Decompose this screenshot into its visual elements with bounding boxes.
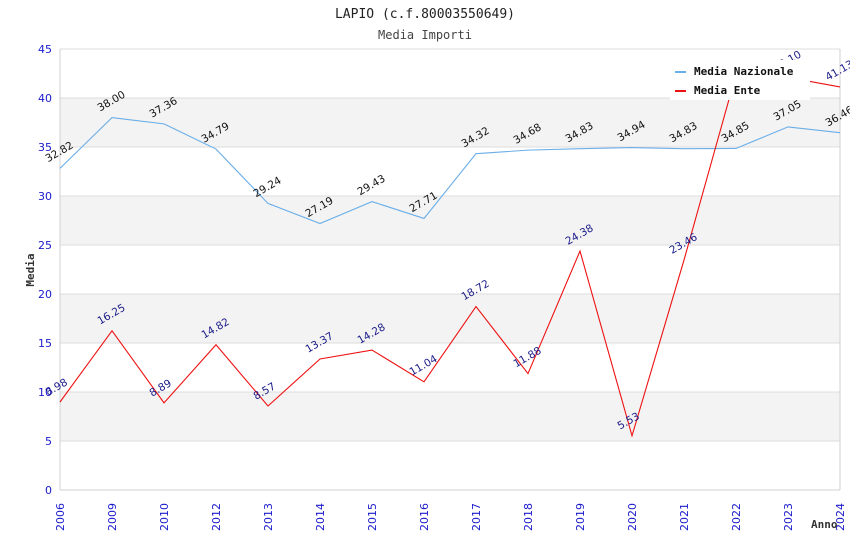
x-tick-label: 2022 <box>730 503 743 531</box>
legend-swatch-nazionale <box>675 71 686 73</box>
x-tick-label: 2015 <box>366 503 379 531</box>
series-line-media-ente <box>59 73 841 438</box>
grid-band <box>60 98 840 147</box>
y-tick-label: 10 <box>38 386 52 399</box>
legend-swatch-ente <box>675 90 686 92</box>
x-tick-label: 2009 <box>106 503 119 531</box>
x-tick-label: 2020 <box>626 503 639 531</box>
x-tick-label: 2014 <box>314 503 327 531</box>
chart-title: LAPIO (c.f.80003550649) <box>335 7 515 22</box>
y-tick-label: 5 <box>45 435 52 448</box>
grid-band <box>60 294 840 343</box>
y-axis-label: Media <box>24 253 37 286</box>
gridlines <box>60 48 840 442</box>
grid-band <box>60 196 840 245</box>
y-tick-label: 30 <box>38 190 52 203</box>
data-label: 11.88 <box>512 345 544 370</box>
data-label: 11.04 <box>408 353 440 379</box>
y-tick-label: 40 <box>38 92 52 105</box>
grid-bands <box>60 98 840 441</box>
x-tick-labels: 2006 2009 2010 2012 2013 2014 2015 2016 2017 2018… <box>54 503 847 531</box>
x-tick-label: 2012 <box>210 503 223 531</box>
x-axis-label: Anno <box>811 518 838 531</box>
x-tick-label: 2017 <box>470 503 483 531</box>
x-tick-label: 2010 <box>158 503 171 531</box>
y-tick-labels: 0 5 10 15 20 25 30 35 40 45 <box>38 43 52 497</box>
data-label: 29.43 <box>356 173 388 198</box>
y-tick-label: 25 <box>38 239 52 252</box>
grid-band <box>60 392 840 441</box>
x-tick-label: 2024 <box>834 503 847 531</box>
series-line-media-nazionale <box>59 117 841 225</box>
y-tick-label: 15 <box>38 337 52 350</box>
legend-box <box>670 60 810 100</box>
y-tick-label: 20 <box>38 288 52 301</box>
x-tick-label: 2019 <box>574 503 587 531</box>
chart-subtitle: Media Importi <box>378 28 472 42</box>
legend-label-nazionale: Media Nazionale <box>694 65 794 78</box>
x-tick-label: 2023 <box>782 503 795 531</box>
legend-label-ente: Media Ente <box>694 84 761 97</box>
x-tick-label: 2018 <box>522 503 535 531</box>
x-tick-label: 2021 <box>678 503 691 531</box>
y-tick-label: 0 <box>45 484 52 497</box>
x-tick-label: 2016 <box>418 503 431 531</box>
data-label: 41.13 <box>824 58 850 83</box>
series-lines <box>59 73 841 438</box>
x-tick-label: 2013 <box>262 503 275 531</box>
x-tick-label: 2006 <box>54 503 67 531</box>
legend: Media Nazionale Media Ente <box>670 60 810 100</box>
y-tick-label: 35 <box>38 141 52 154</box>
y-tick-label: 45 <box>38 43 52 56</box>
